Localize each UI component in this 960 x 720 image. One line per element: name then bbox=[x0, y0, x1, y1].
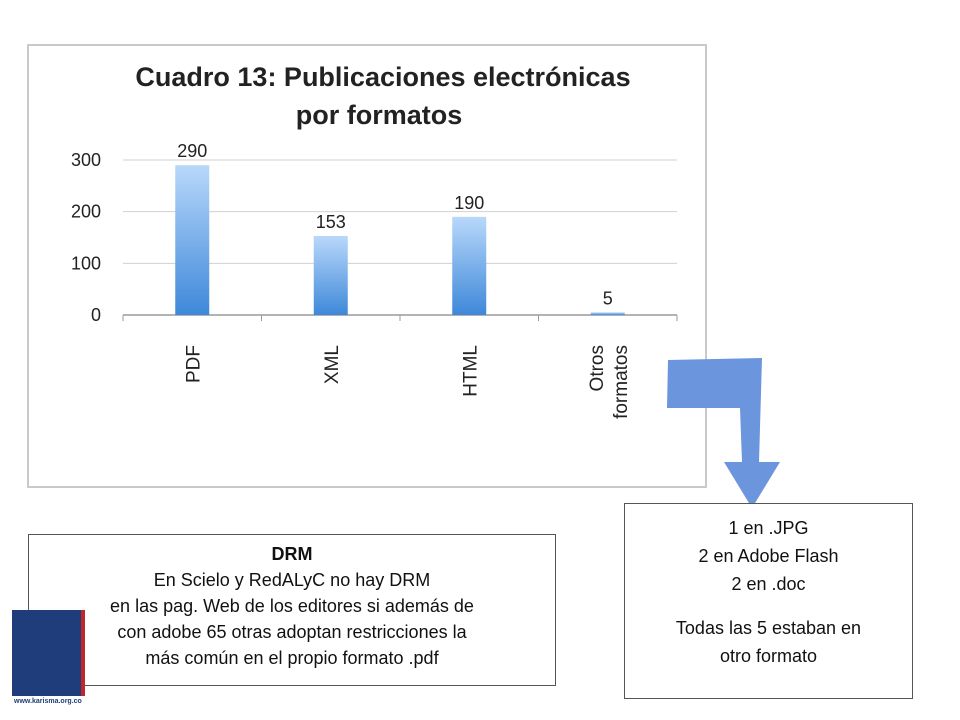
formats-line: 2 en Adobe Flash bbox=[698, 546, 839, 566]
chart-title-line-2: por formatos bbox=[296, 100, 463, 130]
drm-line: en las pag. Web de los editores si ademá… bbox=[110, 596, 474, 616]
bent-arrow-icon bbox=[667, 358, 780, 508]
data-label: 153 bbox=[316, 212, 346, 232]
data-labels: 290 153 190 5 bbox=[177, 141, 613, 308]
y-tick-label: 200 bbox=[71, 202, 101, 222]
category-label: PDF bbox=[183, 345, 204, 383]
drm-line: En Scielo y RedALyC no hay DRM bbox=[153, 570, 431, 590]
category-label-line: formatos bbox=[611, 345, 632, 419]
y-tick-label: 300 bbox=[71, 150, 101, 170]
category-label-line: PDF bbox=[183, 345, 204, 383]
grid-lines bbox=[122, 159, 678, 321]
formats-line: 1 en .JPG bbox=[728, 518, 809, 538]
category-labels: PDF XML HTML Otros formatos bbox=[183, 345, 632, 419]
y-axis-ticks: 0 100 200 300 bbox=[71, 150, 101, 325]
bars bbox=[175, 165, 625, 315]
drm-line: con adobe 65 otras adoptan restricciones… bbox=[117, 622, 467, 642]
logo-mark bbox=[12, 610, 85, 696]
category-label-line: HTML bbox=[460, 345, 481, 397]
formats-note-box: 1 en .JPG 2 en Adobe Flash 2 en .doc Tod… bbox=[624, 503, 913, 699]
bar bbox=[313, 235, 348, 315]
formats-line: 2 en .doc bbox=[731, 574, 806, 594]
bar bbox=[452, 216, 487, 315]
data-label: 190 bbox=[454, 193, 484, 213]
formats-spacer bbox=[625, 598, 912, 614]
drm-note-box: DRM En Scielo y RedALyC no hay DRM en la… bbox=[28, 534, 556, 686]
category-label: XML bbox=[322, 345, 343, 384]
bar bbox=[590, 312, 625, 315]
logo-url: www.karisma.org.co bbox=[14, 698, 82, 705]
category-label-line: XML bbox=[322, 345, 343, 384]
bar bbox=[175, 165, 210, 315]
formats-line: Todas las 5 estaban en bbox=[675, 618, 862, 638]
y-tick-label: 100 bbox=[71, 253, 101, 273]
chart-title-line-1: Cuadro 13: Publicaciones electrónicas bbox=[135, 62, 630, 92]
category-label: HTML bbox=[460, 345, 481, 397]
karisma-logo: www.karisma.org.co bbox=[12, 610, 85, 705]
category-label: Otros formatos bbox=[587, 345, 632, 419]
category-label-line: Otros bbox=[587, 345, 608, 391]
formats-line: otro formato bbox=[719, 646, 818, 666]
chart-frame bbox=[27, 44, 707, 488]
bar-chart: Cuadro 13: Publicaciones electrónicas po… bbox=[71, 62, 678, 419]
y-tick-label: 0 bbox=[91, 305, 101, 325]
data-label: 290 bbox=[177, 141, 207, 161]
drm-title: DRM bbox=[271, 544, 313, 564]
drm-line: más común en el propio formato .pdf bbox=[145, 648, 439, 668]
data-label: 5 bbox=[603, 288, 613, 308]
